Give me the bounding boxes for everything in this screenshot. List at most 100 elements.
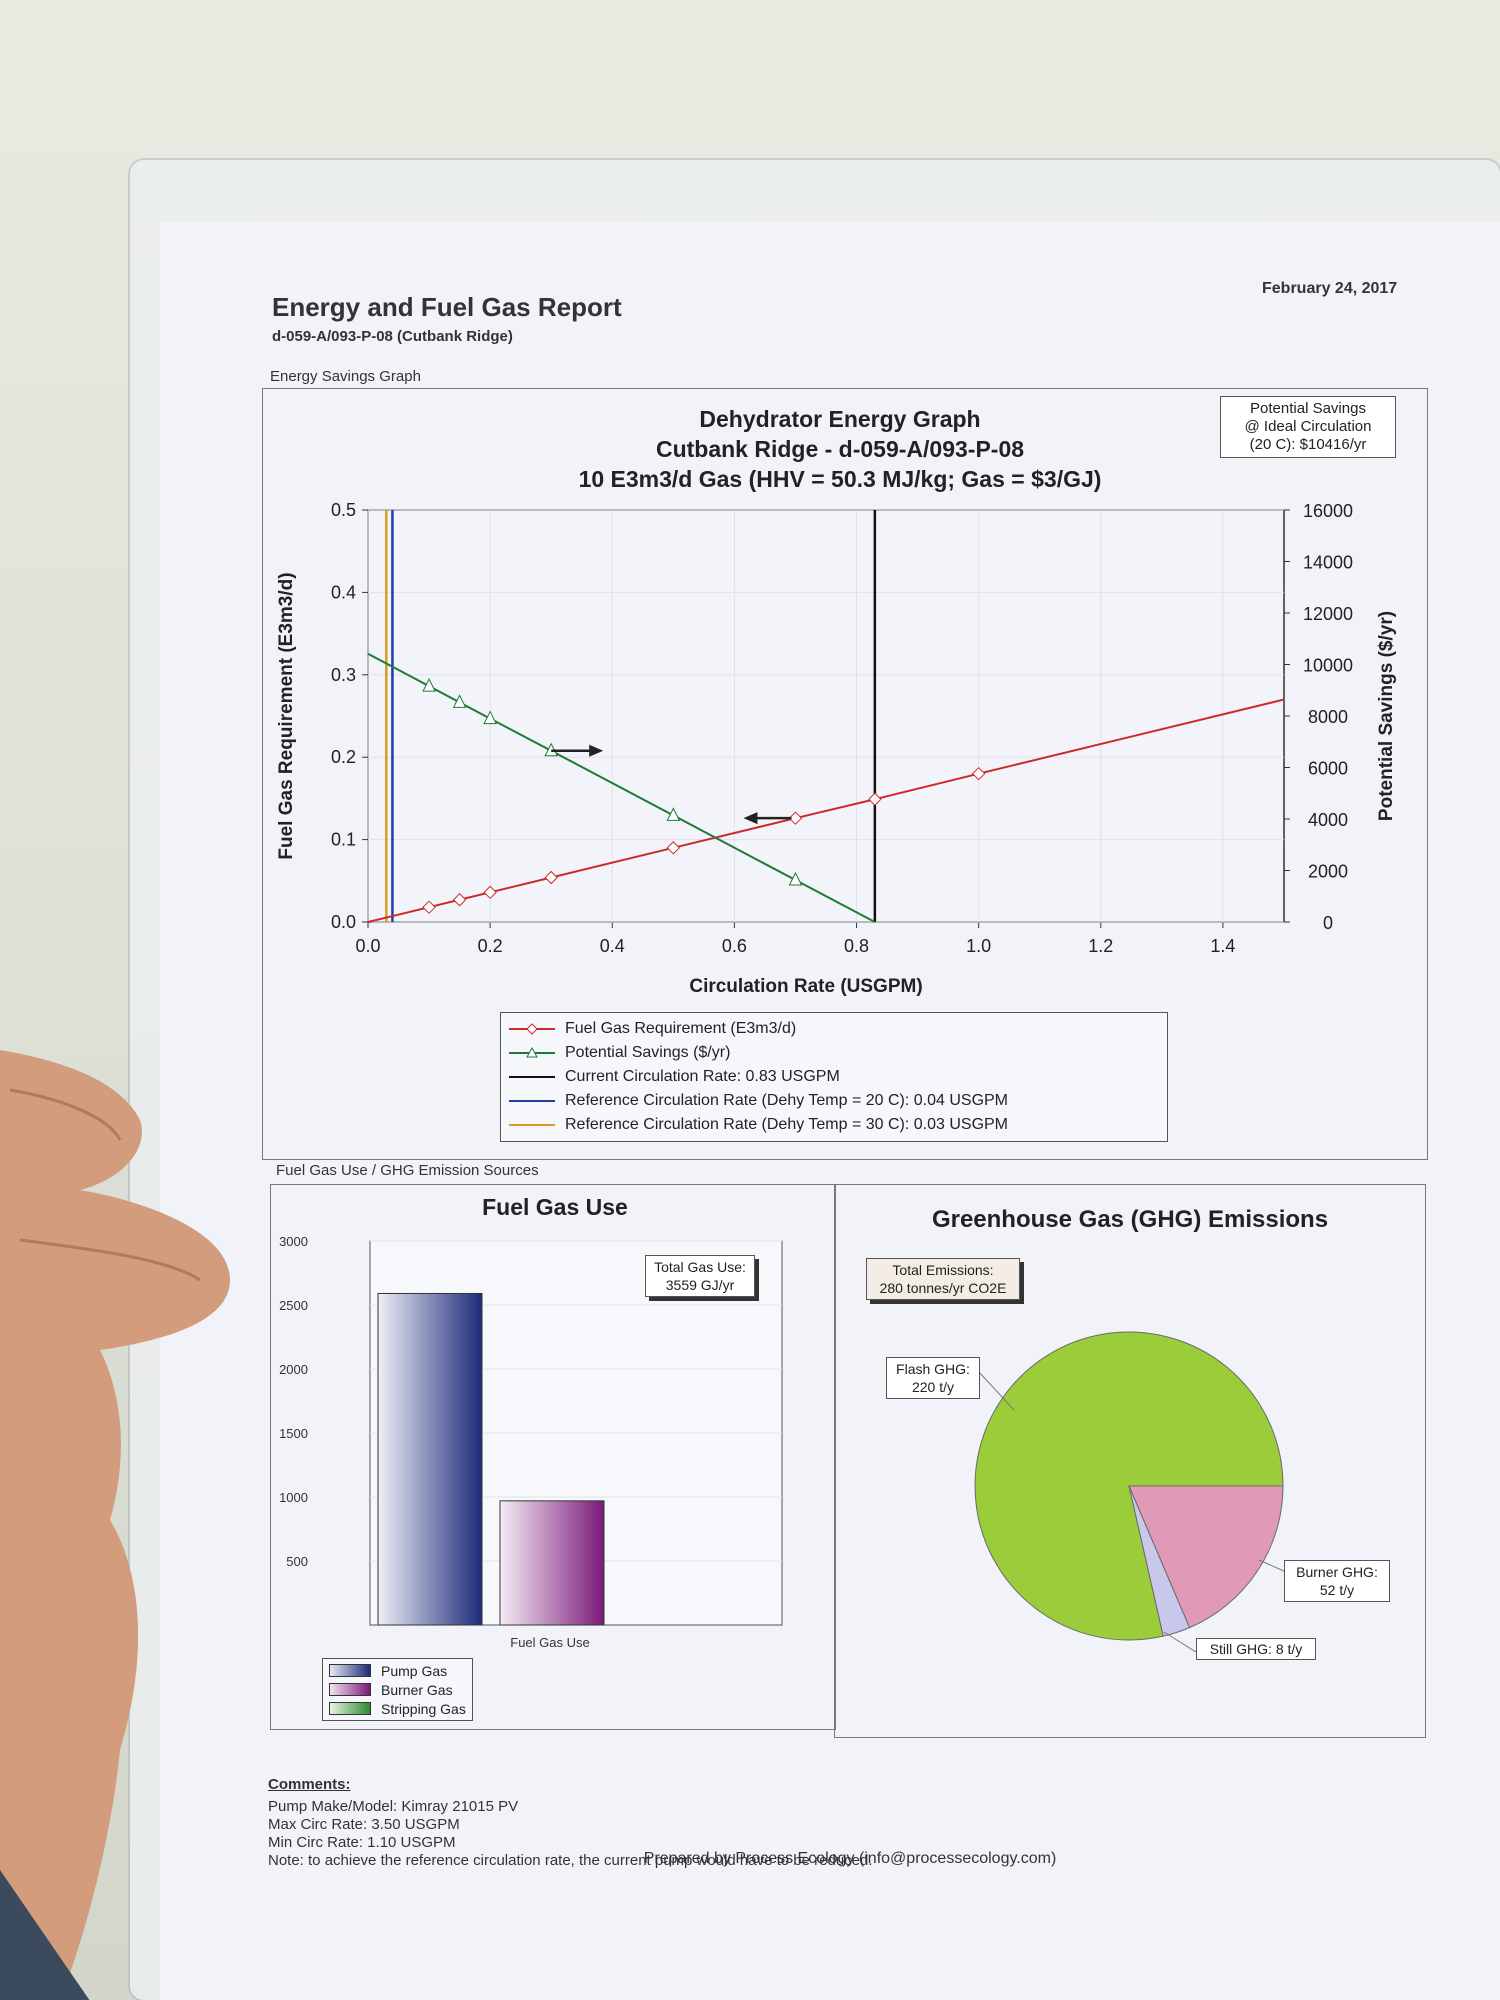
- burner-ghg-label-line-2: 52 t/y: [1319, 1582, 1355, 1598]
- comments-block: Comments: Pump Make/Model: Kimray 21015 …: [268, 1776, 873, 1870]
- bar-pump-gas: [377, 1292, 483, 1626]
- legend-label-fuel-gas: Fuel Gas Requirement (E3m3/d): [565, 1020, 797, 1037]
- report-title: Energy and Fuel Gas Report: [272, 292, 622, 322]
- legend-item-fuel-gas: Fuel Gas Requirement (E3m3/d): [509, 1017, 1159, 1041]
- fuel-gas-point: [666, 841, 681, 855]
- burner-ghg-label: Burner GHG: 52 t/y: [1284, 1560, 1390, 1602]
- fuel-gas-point: [452, 893, 467, 907]
- savings-point: [483, 710, 497, 725]
- report-date: February 24, 2017: [1262, 280, 1398, 297]
- savings-callout-line-3: (20 C): $10416/yr: [1249, 436, 1367, 453]
- ghg-pie-chart: [974, 1331, 1287, 1653]
- legend-label-burner-gas: Burner Gas: [381, 1681, 453, 1698]
- fuel-section-label: Fuel Gas Use / GHG Emission Sources: [276, 1162, 539, 1179]
- y2-tick-label: 10000: [1303, 656, 1353, 676]
- fuel-chart-title: Fuel Gas Use: [482, 1194, 628, 1220]
- legend-item-burner-gas: Burner Gas: [329, 1680, 466, 1699]
- savings-callout: Potential Savings @ Ideal Circulation (2…: [1220, 396, 1396, 458]
- legend-item-ref20: Reference Circulation Rate (Dehy Temp = …: [509, 1089, 1159, 1113]
- still-leader-line: [1163, 1631, 1197, 1653]
- savings-point: [788, 871, 803, 886]
- energy-chart: 0.0 0.2 0.4 0.6 0.8 1.0 1.2 1.4 0.0 0.1 0.2 0.3 0.4 0…: [276, 500, 1397, 997]
- plot-area: [367, 509, 1285, 923]
- x-tick-label: 0.6: [722, 936, 747, 956]
- y-tick-label: 0.2: [331, 747, 356, 767]
- legend-item-pump-gas: Pump Gas: [329, 1661, 466, 1680]
- energy-section-frame: [262, 388, 1428, 1160]
- legend-label-ref30: Reference Circulation Rate (Dehy Temp = …: [565, 1116, 1009, 1133]
- x-tick-label: 0.4: [600, 936, 625, 956]
- savings-point: [666, 807, 681, 821]
- report-subtitle: d-059-A/093-P-08 (Cutbank Ridge): [272, 328, 513, 345]
- legend-item-ref30: Reference Circulation Rate (Dehy Temp = …: [509, 1113, 1159, 1137]
- y2-tick-label: 6000: [1308, 759, 1348, 779]
- hand-holding-sheet: [0, 1050, 230, 2000]
- y2-tick-label: 2000: [1308, 862, 1348, 882]
- fuel-gas-point: [868, 792, 882, 806]
- y-tick-label: 0.0: [331, 912, 356, 932]
- fuel-gas-line: [367, 698, 1285, 923]
- flash-ghg-label-line-1: Flash GHG:: [896, 1361, 970, 1377]
- fuel-gas-point: [422, 900, 436, 914]
- flash-leader-line: [978, 1371, 1015, 1411]
- bar-y-tick-label: 2500: [279, 1298, 308, 1313]
- bar-y-tick-label: 2000: [279, 1362, 308, 1377]
- legend-item-stripping-gas: Stripping Gas: [329, 1699, 466, 1718]
- bar-category-label: Fuel Gas Use: [510, 1635, 589, 1650]
- bar-burner-gas: [499, 1500, 605, 1626]
- y2-tick-label: 12000: [1303, 604, 1353, 624]
- bar-y-tick-label: 1500: [279, 1426, 308, 1441]
- y-axis-label: Fuel Gas Requirement (E3m3/d): [276, 572, 297, 859]
- legend-label-savings: Potential Savings ($/yr): [565, 1044, 731, 1061]
- pie-slice-still: [1128, 1485, 1191, 1637]
- flash-ghg-label: Flash GHG: 220 t/y: [886, 1357, 980, 1399]
- comment-line-2: Max Circ Rate: 3.50 USGPM: [268, 1816, 460, 1833]
- legend-item-savings: Potential Savings ($/yr): [509, 1041, 1159, 1065]
- legend-label-current-rate: Current Circulation Rate: 0.83 USGPM: [565, 1068, 840, 1085]
- y2-tick-label: 8000: [1308, 707, 1348, 727]
- ghg-chart-title: Greenhouse Gas (GHG) Emissions: [931, 1206, 1329, 1233]
- legend-label-pump-gas: Pump Gas: [381, 1662, 448, 1679]
- comment-line-4: Note: to achieve the reference circulati…: [268, 1852, 873, 1869]
- x-tick-label: 1.4: [1210, 936, 1235, 956]
- energy-title-line-1: Dehydrator Energy Graph: [699, 406, 981, 432]
- savings-callout-line-1: Potential Savings: [1250, 400, 1366, 417]
- pie-slice-burner: [1128, 1485, 1284, 1629]
- fuel-legend: Pump Gas Burner Gas Stripping Gas: [322, 1658, 473, 1721]
- energy-section-label: Energy Savings Graph: [270, 368, 421, 385]
- burner-ghg-label-line-1: Burner GHG:: [1296, 1564, 1378, 1580]
- x-tick-label: 0.2: [478, 936, 503, 956]
- y2-tick-label: 14000: [1303, 553, 1353, 573]
- y2-tick-label: 0: [1323, 913, 1333, 933]
- x-tick-label: 0.8: [844, 936, 869, 956]
- legend-label-ref20: Reference Circulation Rate (Dehy Temp = …: [565, 1092, 1009, 1109]
- savings-callout-line-2: @ Ideal Circulation: [1244, 418, 1372, 435]
- fuel-total-callout: Total Gas Use: 3559 GJ/yr: [645, 1255, 755, 1297]
- x-axis-label: Circulation Rate (USGPM): [689, 976, 922, 997]
- burner-leader-line: [1258, 1559, 1287, 1573]
- fuel-panel-frame: [270, 1184, 836, 1730]
- fuel-gas-point: [544, 870, 558, 885]
- ghg-total-callout: Total Emissions: 280 tonnes/yr CO2E: [866, 1258, 1020, 1300]
- still-ghg-label: Still GHG: 8 t/y: [1196, 1638, 1316, 1660]
- y-tick-label: 0.4: [331, 582, 356, 602]
- legend-label-stripping-gas: Stripping Gas: [381, 1700, 466, 1717]
- energy-title-line-2: Cutbank Ridge - d-059-A/093-P-08: [655, 436, 1025, 462]
- ghg-callout-line-2: 280 tonnes/yr CO2E: [879, 1280, 1007, 1296]
- y-tick-label: 0.1: [331, 830, 356, 850]
- fuel-axis-arrowhead: [743, 812, 758, 825]
- ghg-panel-frame: [834, 1184, 1426, 1738]
- prepared-by: Prepared by Process Ecology (info@proces…: [643, 1850, 1057, 1867]
- bar-y-tick-label: 3000: [279, 1234, 308, 1249]
- fuel-callout-line-1: Total Gas Use:: [654, 1259, 746, 1275]
- y2-tick-label: 4000: [1308, 810, 1348, 830]
- x-tick-label: 1.2: [1088, 936, 1113, 956]
- fuel-gas-point: [483, 885, 497, 900]
- fuel-gas-point: [788, 811, 803, 825]
- comment-line-3: Min Circ Rate: 1.10 USGPM: [268, 1834, 456, 1851]
- y2-axis-label: Potential Savings ($/yr): [1376, 611, 1397, 821]
- savings-axis-arrowhead: [589, 744, 604, 757]
- bar-y-tick-label: 1000: [279, 1490, 308, 1505]
- x-tick-label: 0.0: [355, 936, 380, 956]
- flash-ghg-label-line-2: 220 t/y: [911, 1379, 955, 1395]
